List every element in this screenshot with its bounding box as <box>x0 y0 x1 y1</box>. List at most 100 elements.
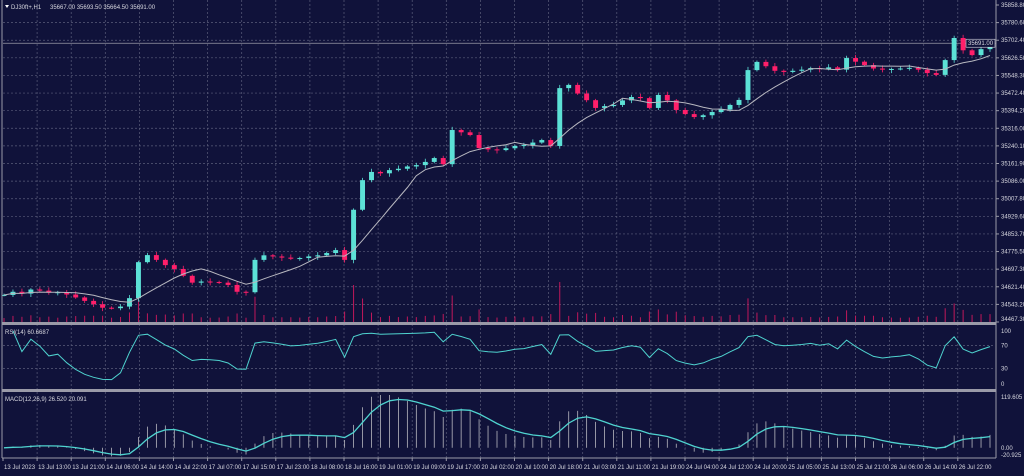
volume-bar <box>326 316 328 322</box>
rsi-axis-label: 30 <box>1001 367 1008 373</box>
time-label: 17 Jul 07:00 <box>209 465 242 471</box>
ohlc-values: 35667.00 35693.50 35664.50 35691.00 <box>50 5 156 11</box>
candle-body <box>431 158 437 162</box>
volume-bar <box>263 315 265 322</box>
volume-bar <box>935 316 937 322</box>
volume-bar <box>846 310 848 322</box>
volume-bar <box>747 298 749 322</box>
candle-body <box>924 69 930 74</box>
time-label: 14 Jul 14:00 <box>140 465 173 471</box>
price-label: 35394.20 <box>1001 109 1024 115</box>
macd-title: MACD(12,26,9) 26.520 20.091 <box>5 397 87 403</box>
price-axis: 35858.80 35780.60 35702.40 35626.50 35548.30… <box>965 3 1024 323</box>
candle-body <box>969 50 975 56</box>
candle-body <box>324 253 330 256</box>
candle-body <box>46 290 52 293</box>
candle-body <box>270 255 276 257</box>
time-label: 21 Jul 19:00 <box>652 465 685 471</box>
candle-body <box>1 294 7 296</box>
candle-body <box>611 104 616 107</box>
volume-bar <box>406 316 408 322</box>
candle-body <box>673 100 679 110</box>
candle-body <box>862 61 867 66</box>
volume-bar <box>415 317 417 322</box>
moving-average-line <box>3 55 991 303</box>
time-label: 24 Jul 12:00 <box>720 465 753 471</box>
volume-bar <box>12 315 14 322</box>
volume-bar <box>980 314 982 322</box>
candle-body <box>584 93 590 101</box>
candle-body <box>790 70 796 72</box>
candle-body <box>494 149 500 151</box>
volume-bar <box>774 315 776 322</box>
volume-bar <box>128 312 130 322</box>
time-label: 21 Jul 03:00 <box>584 465 617 471</box>
candle-body <box>593 100 599 108</box>
candle-body <box>458 130 464 133</box>
volume-bar <box>371 312 373 322</box>
candle-body <box>637 96 643 99</box>
volume-bar <box>559 282 561 322</box>
volume-bar <box>765 315 767 322</box>
candle-body <box>288 257 294 259</box>
rsi-axis-label: 70 <box>1001 343 1008 349</box>
candle-body <box>620 100 625 105</box>
time-label: 13 Jul 13:00 <box>38 465 71 471</box>
volume-bar <box>442 313 444 322</box>
collapse-triangle-icon[interactable] <box>5 5 9 8</box>
candle-body <box>243 291 249 293</box>
candle-body <box>351 209 357 260</box>
price-label: 34853.70 <box>1001 232 1024 238</box>
time-label: 26 Jul 22:00 <box>959 465 992 471</box>
candle-body <box>467 132 473 136</box>
volume-bar <box>388 315 390 322</box>
symbol-timeframe: DJ30ft+,H1 <box>11 5 42 11</box>
volume-bar <box>675 311 677 322</box>
volume-bar <box>93 315 95 322</box>
volume-bar <box>953 303 955 322</box>
volume-bar <box>164 314 166 322</box>
time-label: 25 Jul 05:00 <box>788 465 821 471</box>
pane-separator[interactable] <box>2 389 996 392</box>
candle-body <box>28 289 34 294</box>
volume-bar <box>102 315 104 322</box>
candle-body <box>216 281 222 283</box>
candle-body <box>386 170 392 174</box>
candle-body <box>942 60 948 75</box>
candle-body <box>252 259 258 293</box>
candle-body <box>360 180 366 210</box>
candle-body <box>369 171 374 181</box>
volume-bar <box>460 316 462 322</box>
volume-bar <box>245 317 247 322</box>
candle-body <box>378 171 383 174</box>
time-label: 25 Jul 13:00 <box>822 465 855 471</box>
time-label: 26 Jul 14:00 <box>925 465 958 471</box>
volume-bars <box>3 282 991 322</box>
price-label: 35086.00 <box>1001 179 1024 185</box>
volume-bar <box>191 313 193 322</box>
pane-separator[interactable] <box>2 322 996 325</box>
candle-body <box>207 281 213 283</box>
volume-bar <box>604 316 606 322</box>
candle-body <box>395 168 401 171</box>
volume-bar <box>872 315 874 322</box>
candle-body <box>306 256 312 259</box>
volume-bar <box>926 315 928 322</box>
candle-body <box>682 109 688 115</box>
time-label: 24 Jul 20:00 <box>754 465 787 471</box>
candle-body <box>709 112 715 116</box>
candle-body <box>933 73 939 75</box>
candle-body <box>180 268 186 276</box>
volume-bar <box>801 317 803 322</box>
volume-bar <box>209 317 211 322</box>
volume-bar <box>693 316 695 322</box>
time-label: 19 Jul 17:00 <box>447 465 480 471</box>
candle-body <box>754 61 760 71</box>
volume-bar <box>111 317 113 322</box>
volume-bar <box>828 316 830 322</box>
volume-bar <box>881 317 883 322</box>
volume-bar <box>523 317 525 322</box>
candle-body <box>736 99 742 105</box>
volume-bar <box>971 314 973 322</box>
